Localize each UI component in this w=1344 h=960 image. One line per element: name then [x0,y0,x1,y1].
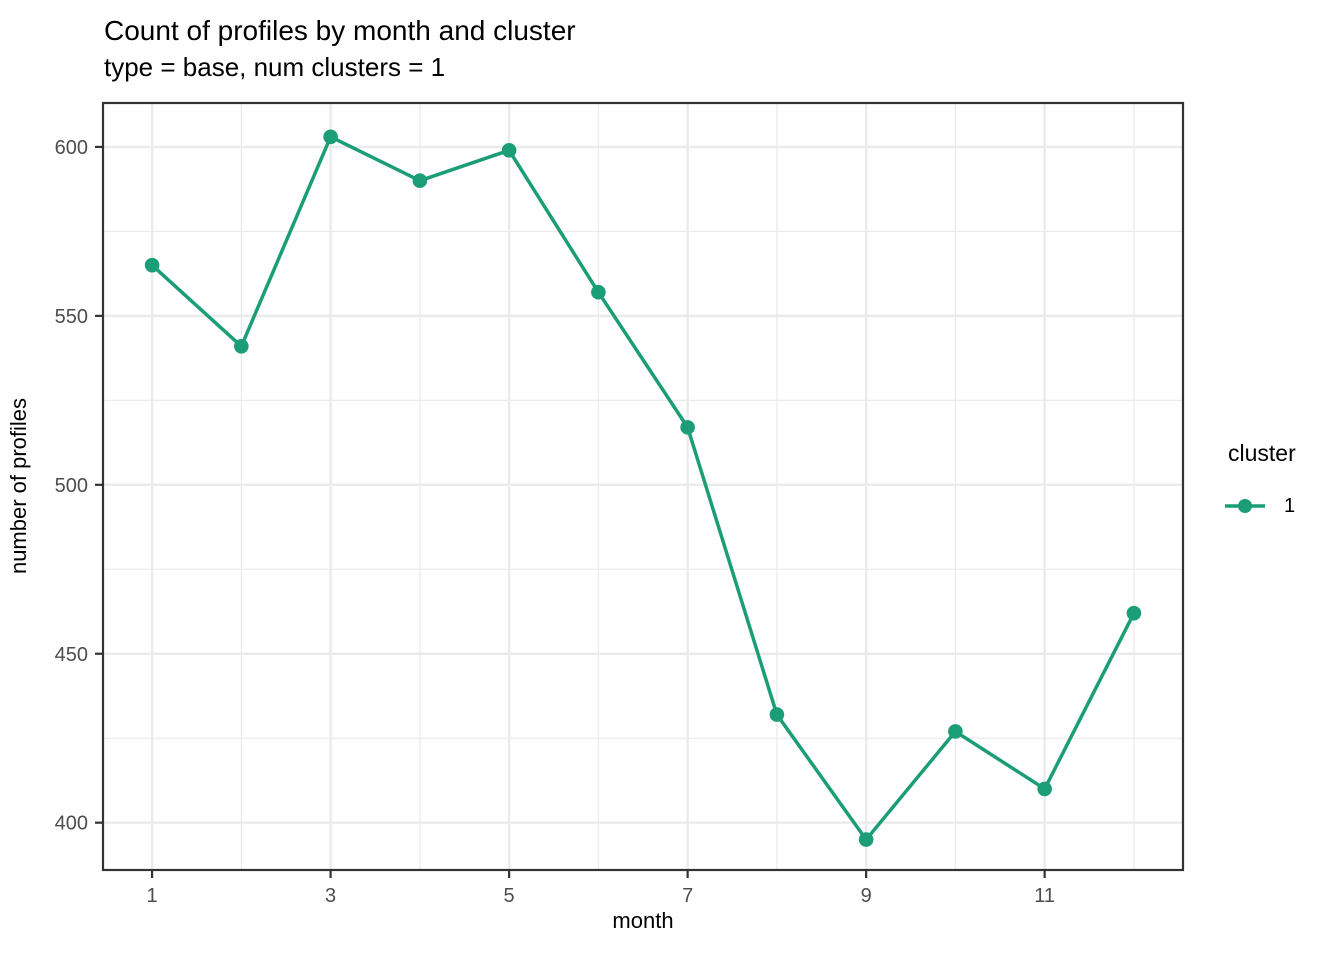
plot-title: Count of profiles by month and cluster [104,15,576,46]
legend-key-point [1238,499,1252,513]
x-tick-label: 3 [325,885,336,907]
legend-title: cluster [1228,440,1296,466]
data-point [144,257,160,273]
y-tick-label: 500 [55,475,88,497]
data-point [769,707,785,722]
legend: cluster 1 [1222,440,1344,519]
legend-entry: 1 [1222,493,1344,519]
x-tick-label: 9 [861,885,872,907]
data-point [948,724,963,739]
x-tick-label: 7 [682,885,693,907]
panel-background [103,103,1183,870]
x-tick-label: 1 [147,885,158,907]
plot-subtitle: type = base, num clusters = 1 [104,52,446,82]
data-point [858,832,874,847]
y-tick-label: 450 [55,644,88,666]
x-tick-label: 11 [1034,885,1055,907]
data-point [323,129,338,145]
y-tick-label: 400 [55,813,88,835]
data-point [412,173,428,189]
series-line [150,135,1136,842]
legend-key-icon [1225,499,1265,513]
data-point [1037,781,1052,797]
x-tick-label: 5 [504,885,515,907]
y-tick-label: 550 [55,306,88,328]
data-point [680,420,695,435]
y-axis-title: number of profiles [6,397,31,575]
data-point [1126,605,1142,621]
data-point [591,284,606,300]
panel-border [101,101,1185,872]
y-tick-label: 600 [55,137,88,159]
legend-label: 1 [1284,494,1296,517]
x-axis-title: month [612,908,674,933]
data-point [234,338,249,354]
data-point [501,143,517,158]
